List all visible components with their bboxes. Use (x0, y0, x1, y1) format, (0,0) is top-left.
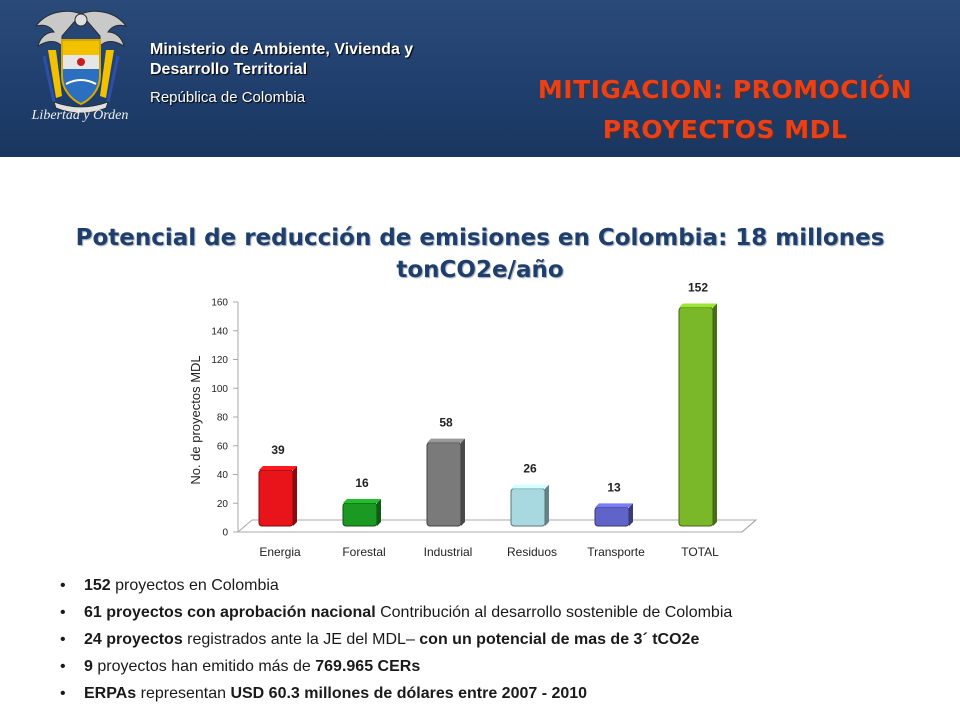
x-tick-label: Energia (259, 545, 301, 559)
data-label: 16 (355, 476, 369, 490)
ministry-line-1: Ministerio de Ambiente, Vivienda y (150, 41, 414, 58)
chart-heading: Potencial de reducción de emisiones en C… (40, 222, 920, 286)
bar-side (545, 484, 549, 526)
bullet-text: proyectos han emitido más de (92, 658, 316, 675)
bullet-bold: 24 proyectos (84, 631, 183, 648)
bullet-bold: con un potencial de mas de 3´ tCO2e (419, 631, 700, 648)
y-tick-label: 0 (222, 528, 228, 539)
bar-top (511, 484, 549, 489)
y-tick-label: 100 (211, 384, 228, 395)
header-banner: Libertad y Orden Ministerio de Ambiente,… (0, 0, 960, 157)
bar-top (343, 499, 381, 503)
bullet-bold: 769.965 CERs (315, 658, 421, 675)
bullet-item: ERPAs representan USD 60.3 millones de d… (60, 680, 950, 707)
bar (678, 307, 714, 527)
bullet-bold: ERPAs (84, 685, 137, 702)
page-title-line-1: MITIGACION: PROMOCIÓN (537, 75, 913, 104)
x-tick-label: TOTAL (681, 545, 719, 559)
bullet-item: 9 proyectos han emitido más de 769.965 C… (60, 653, 950, 680)
coat-of-arms-icon (34, 10, 128, 114)
bullet-text: representan (136, 685, 231, 702)
bar-side (293, 465, 297, 526)
data-label: 26 (523, 462, 537, 476)
x-tick-label: Forestal (342, 545, 385, 559)
floor-edge (741, 519, 757, 533)
y-tick-label: 140 (211, 326, 228, 337)
motto-text: Libertad y Orden (31, 108, 129, 123)
bar-side (629, 503, 633, 526)
bar (594, 506, 630, 527)
bullet-item: 152 proyectos en Colombia (60, 572, 950, 599)
y-tick-label: 160 (211, 298, 228, 309)
bullet-text: Contribución al desarrollo sostenible de… (375, 604, 733, 621)
chart-floor (236, 519, 758, 533)
bar (342, 502, 378, 527)
x-tick-label: Industrial (424, 545, 473, 559)
bullet-text: proyectos en Colombia (110, 577, 279, 594)
y-tick-label: 80 (217, 413, 229, 424)
bar-top (259, 465, 297, 470)
bullet-item: 61 proyectos con aprobación nacional Con… (60, 599, 950, 626)
ministry-line-2: Desarrollo Territorial (150, 61, 308, 78)
chart-heading-line-1: Potencial de reducción de emisiones en C… (75, 225, 885, 251)
bar-top (427, 438, 465, 443)
data-label: 152 (688, 281, 708, 295)
republic-name: República de Colombia (150, 89, 306, 106)
y-tick-label: 60 (217, 441, 229, 452)
bar-top (679, 303, 717, 308)
y-tick-label: 20 (217, 499, 229, 510)
bar-side (377, 499, 381, 526)
bullet-bold: 9 (84, 658, 93, 675)
ministry-name: Ministerio de Ambiente, Vivienda y Desar… (150, 40, 470, 80)
bullet-item: 24 proyectos registrados ante la JE del … (60, 626, 950, 653)
x-tick-label: Residuos (507, 545, 557, 559)
bar-side (713, 303, 717, 526)
bullet-text: registrados ante la JE del MDL– (182, 631, 420, 648)
bullet-bold: 61 proyectos con aprobación nacional (84, 604, 376, 621)
y-tick-label: 120 (211, 355, 228, 366)
bar-top (595, 503, 633, 508)
bar (510, 488, 546, 527)
bullet-bold: USD 60.3 millones de dólares entre 2007 … (230, 685, 588, 702)
chart-heading-line-2: tonCO2e/año (396, 257, 564, 283)
data-label: 58 (439, 416, 453, 430)
x-tick-label: Transporte (587, 545, 645, 559)
bar (258, 469, 294, 527)
bar (426, 442, 462, 527)
y-axis-label: No. de proyectos MDL (188, 355, 203, 484)
bullet-list: 152 proyectos en Colombia 61 proyectos c… (60, 572, 950, 707)
y-tick-label: 40 (217, 470, 229, 481)
page-title: MITIGACION: PROMOCIÓN PROYECTOS MDL (490, 70, 960, 150)
page-title-line-2: PROYECTOS MDL (602, 115, 848, 144)
bullet-bold: 152 (84, 577, 111, 594)
data-label: 13 (607, 480, 621, 494)
bar-side (461, 438, 465, 526)
data-label: 39 (271, 443, 285, 457)
